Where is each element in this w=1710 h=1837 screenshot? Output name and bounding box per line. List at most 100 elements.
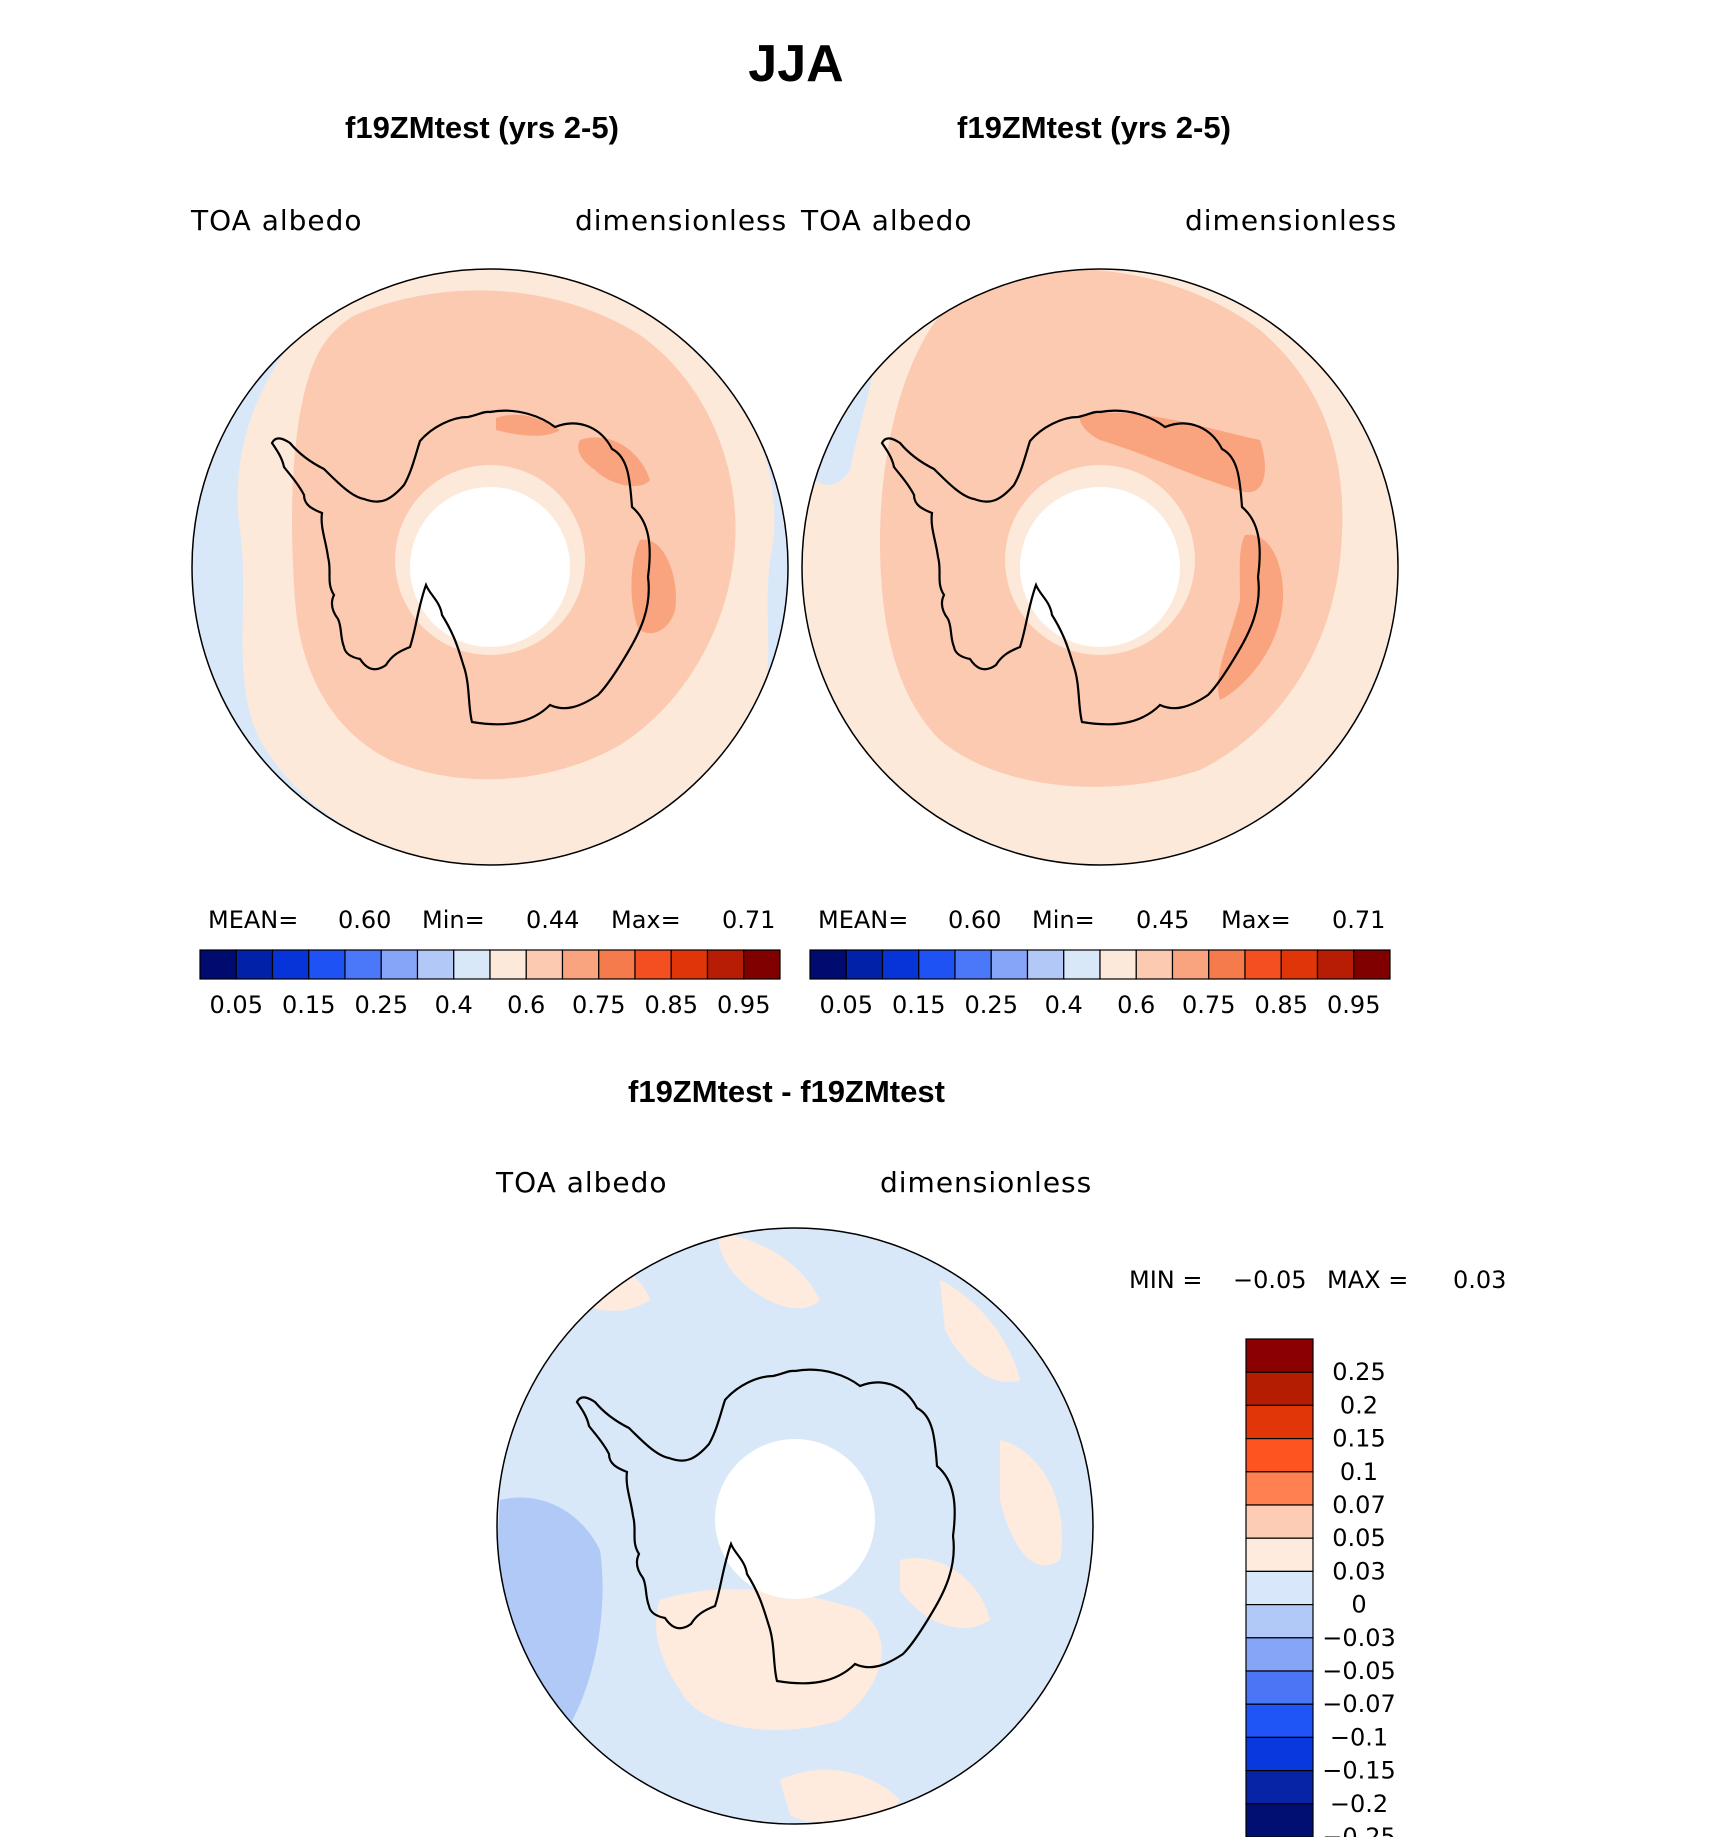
colorbar-1-swatch xyxy=(344,949,382,980)
diff-max-value: 0.03 xyxy=(1453,1266,1507,1294)
colorbar-diff-tick-label: 0.25 xyxy=(1332,1358,1385,1386)
colorbar-1-swatch xyxy=(743,949,781,980)
colorbar-diff: 0.25 0.2 0.15 0.1 0.07 0.05 0.03 0 −0.03 −0.05 −0.… xyxy=(1245,1338,1396,1837)
colorbar-diff-tick-label: 0.03 xyxy=(1332,1557,1385,1585)
colorbar-diff-tick-label: −0.2 xyxy=(1330,1790,1388,1818)
diff-panel-title: f19ZMtest - f19ZMtest xyxy=(628,1074,945,1109)
colorbar-1-tick-label: 0.05 xyxy=(210,991,263,1019)
colorbar-2-swatch xyxy=(1316,949,1355,980)
panel-2-max-label: Max= xyxy=(1221,906,1291,934)
colorbar-1-swatch xyxy=(271,949,310,980)
colorbar-2-tick-label: 0.95 xyxy=(1327,991,1380,1019)
colorbar-2-swatch xyxy=(1171,949,1210,980)
panel-1-title: f19ZMtest (yrs 2-5) xyxy=(345,110,619,145)
map-panel-1 xyxy=(191,268,789,866)
colorbar-2-tick-label: 0.6 xyxy=(1117,991,1155,1019)
panel-1-map-boundary xyxy=(191,268,789,866)
colorbar-diff-swatch xyxy=(1245,1371,1314,1406)
colorbar-panel-2: 0.05 0.15 0.25 0.4 0.6 0.75 0.85 0.95 xyxy=(809,949,1391,1019)
panel-2-max-value: 0.71 xyxy=(1332,906,1386,934)
colorbar-1-swatch xyxy=(634,949,672,980)
diff-units-label: dimensionless xyxy=(880,1166,1093,1199)
colorbar-diff-tick-label: 0.07 xyxy=(1332,1491,1385,1519)
panel-2-min-label: Min= xyxy=(1032,906,1095,934)
colorbar-diff-swatch xyxy=(1245,1570,1314,1606)
panel-1-max-value: 0.71 xyxy=(722,906,776,934)
panel-1-variable-label: TOA albedo xyxy=(191,204,363,237)
colorbar-2-tick-label: 0.85 xyxy=(1255,991,1308,1019)
colorbar-1-swatch xyxy=(525,949,564,980)
colorbar-1-tick-label: 0.75 xyxy=(572,991,625,1019)
colorbar-1-swatch xyxy=(380,949,419,980)
panel-2-mean-label: MEAN= xyxy=(818,906,909,934)
map-panel-2 xyxy=(801,268,1399,866)
colorbar-diff-swatch xyxy=(1245,1803,1314,1837)
colorbar-2-swatch xyxy=(1208,949,1246,980)
colorbar-diff-tick-label: −0.15 xyxy=(1322,1757,1396,1785)
colorbar-diff-tick-label: −0.1 xyxy=(1330,1723,1388,1751)
colorbar-1-swatch xyxy=(453,949,491,980)
colorbar-diff-tick-label: 0.15 xyxy=(1332,1425,1385,1453)
colorbar-2-swatch xyxy=(1099,949,1137,980)
panel-1-mean-label: MEAN= xyxy=(208,906,299,934)
colorbar-diff-swatch xyxy=(1245,1603,1314,1639)
diff-max-label: MAX = xyxy=(1327,1266,1409,1294)
colorbar-2-swatch xyxy=(954,949,992,980)
colorbar-2-swatch xyxy=(845,949,884,980)
colorbar-diff-swatch xyxy=(1245,1637,1314,1672)
panel-1-min-label: Min= xyxy=(422,906,485,934)
colorbar-diff-swatch xyxy=(1245,1703,1314,1738)
colorbar-2-tick-label: 0.4 xyxy=(1045,991,1083,1019)
colorbar-2-swatch xyxy=(918,949,956,980)
colorbar-diff-tick-label: 0 xyxy=(1351,1591,1366,1619)
colorbar-2-tick-label: 0.15 xyxy=(892,991,945,1019)
colorbar-1-swatch xyxy=(416,949,455,980)
colorbar-2-swatch xyxy=(990,949,1029,980)
colorbar-1-swatch xyxy=(235,949,274,980)
panel-2-title: f19ZMtest (yrs 2-5) xyxy=(957,110,1231,145)
colorbar-1-swatch xyxy=(199,949,237,980)
panel-2-min-value: 0.45 xyxy=(1136,906,1190,934)
panel-1-min-value: 0.44 xyxy=(526,906,580,934)
diff-min-value: −0.05 xyxy=(1233,1266,1307,1294)
colorbar-2-tick-label: 0.05 xyxy=(820,991,873,1019)
colorbar-2-swatch xyxy=(881,949,920,980)
colorbar-1-tick-label: 0.85 xyxy=(645,991,698,1019)
colorbar-diff-tick-label: 0.1 xyxy=(1340,1458,1378,1486)
colorbar-1-swatch xyxy=(489,949,527,980)
colorbar-2-swatch xyxy=(1063,949,1101,980)
figure-title: JJA xyxy=(748,35,844,93)
colorbar-diff-swatch xyxy=(1245,1537,1314,1572)
colorbar-2-swatch xyxy=(1280,949,1319,980)
panel-2-units-label: dimensionless xyxy=(1185,204,1398,237)
colorbar-diff-swatch xyxy=(1245,1504,1314,1539)
colorbar-2-swatch xyxy=(1135,949,1174,980)
colorbar-1-swatch xyxy=(670,949,709,980)
diff-min-label: MIN = xyxy=(1129,1266,1203,1294)
colorbar-2-tick-label: 0.75 xyxy=(1182,991,1235,1019)
colorbar-2-swatch xyxy=(1026,949,1065,980)
diff-map-boundary xyxy=(496,1227,1094,1825)
colorbar-1-tick-label: 0.6 xyxy=(507,991,545,1019)
colorbar-diff-swatch xyxy=(1245,1404,1314,1440)
colorbar-diff-swatch xyxy=(1245,1471,1314,1506)
diff-variable-label: TOA albedo xyxy=(496,1166,668,1199)
colorbar-diff-tick-label: −0.07 xyxy=(1322,1690,1396,1718)
colorbar-1-tick-label: 0.15 xyxy=(282,991,335,1019)
colorbar-panel-1: 0.05 0.15 0.25 0.4 0.6 0.75 0.85 0.95 xyxy=(199,949,781,1019)
panel-1-max-label: Max= xyxy=(611,906,681,934)
map-panel-diff xyxy=(496,1227,1094,1825)
panel-2-variable-label: TOA albedo xyxy=(801,204,973,237)
colorbar-diff-tick-label: 0.05 xyxy=(1332,1524,1385,1552)
colorbar-2-swatch xyxy=(809,949,847,980)
colorbar-2-tick-label: 0.25 xyxy=(965,991,1018,1019)
panel-1-units-label: dimensionless xyxy=(575,204,788,237)
colorbar-diff-swatch xyxy=(1245,1338,1314,1373)
colorbar-2-swatch xyxy=(1353,949,1391,980)
colorbar-1-swatch xyxy=(561,949,600,980)
colorbar-1-swatch xyxy=(308,949,346,980)
colorbar-1-tick-label: 0.25 xyxy=(355,991,408,1019)
colorbar-diff-swatch xyxy=(1245,1769,1314,1805)
panel-2-mean-value: 0.60 xyxy=(948,906,1002,934)
